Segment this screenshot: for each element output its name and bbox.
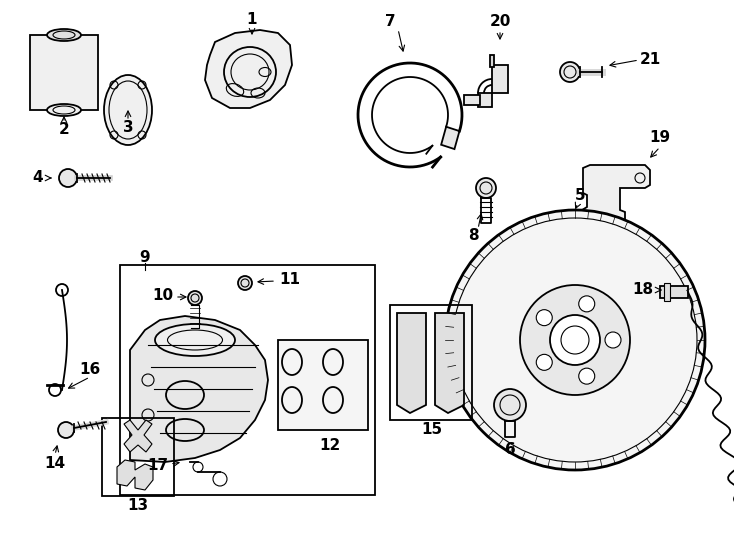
Circle shape <box>537 309 552 326</box>
Ellipse shape <box>104 75 152 145</box>
Text: 13: 13 <box>128 498 148 514</box>
Text: 12: 12 <box>319 437 341 453</box>
Circle shape <box>550 315 600 365</box>
Text: 17: 17 <box>148 457 169 472</box>
Ellipse shape <box>155 324 235 356</box>
Text: 9: 9 <box>139 251 150 266</box>
Text: 1: 1 <box>247 12 257 28</box>
Bar <box>278 340 368 430</box>
Circle shape <box>605 332 621 348</box>
Polygon shape <box>130 316 268 462</box>
Circle shape <box>520 285 630 395</box>
Bar <box>390 305 472 420</box>
Text: 21: 21 <box>639 52 661 68</box>
Bar <box>660 286 688 298</box>
Text: 11: 11 <box>280 272 300 287</box>
Text: 16: 16 <box>79 362 101 377</box>
Bar <box>490 55 494 67</box>
Text: 2: 2 <box>59 123 70 138</box>
Circle shape <box>578 296 595 312</box>
Polygon shape <box>397 313 426 413</box>
Bar <box>478 93 492 107</box>
Bar <box>120 265 375 495</box>
Circle shape <box>59 169 77 187</box>
Circle shape <box>578 368 595 384</box>
Circle shape <box>58 422 74 438</box>
Text: 5: 5 <box>575 187 585 202</box>
Circle shape <box>494 389 526 421</box>
Polygon shape <box>117 460 153 490</box>
Text: 7: 7 <box>385 15 396 30</box>
Bar <box>492 65 508 93</box>
Text: 15: 15 <box>421 422 443 437</box>
Circle shape <box>238 276 252 290</box>
Bar <box>464 95 480 105</box>
Bar <box>30 35 98 110</box>
Text: 10: 10 <box>153 287 173 302</box>
Polygon shape <box>435 313 464 413</box>
Polygon shape <box>205 30 292 108</box>
Circle shape <box>445 210 705 470</box>
Text: 6: 6 <box>505 442 515 457</box>
Polygon shape <box>441 127 459 149</box>
Ellipse shape <box>47 104 81 116</box>
Text: 3: 3 <box>123 120 134 136</box>
Text: 19: 19 <box>650 131 671 145</box>
Circle shape <box>537 354 552 370</box>
Polygon shape <box>124 420 152 452</box>
Ellipse shape <box>47 29 81 41</box>
Circle shape <box>188 291 202 305</box>
Bar <box>664 283 670 301</box>
Text: 18: 18 <box>633 282 653 298</box>
Text: 14: 14 <box>45 456 65 470</box>
Text: 4: 4 <box>33 171 43 186</box>
Bar <box>102 418 174 496</box>
Text: 8: 8 <box>468 227 479 242</box>
Polygon shape <box>582 165 650 228</box>
Circle shape <box>476 178 496 198</box>
Circle shape <box>560 62 580 82</box>
Text: 20: 20 <box>490 15 511 30</box>
